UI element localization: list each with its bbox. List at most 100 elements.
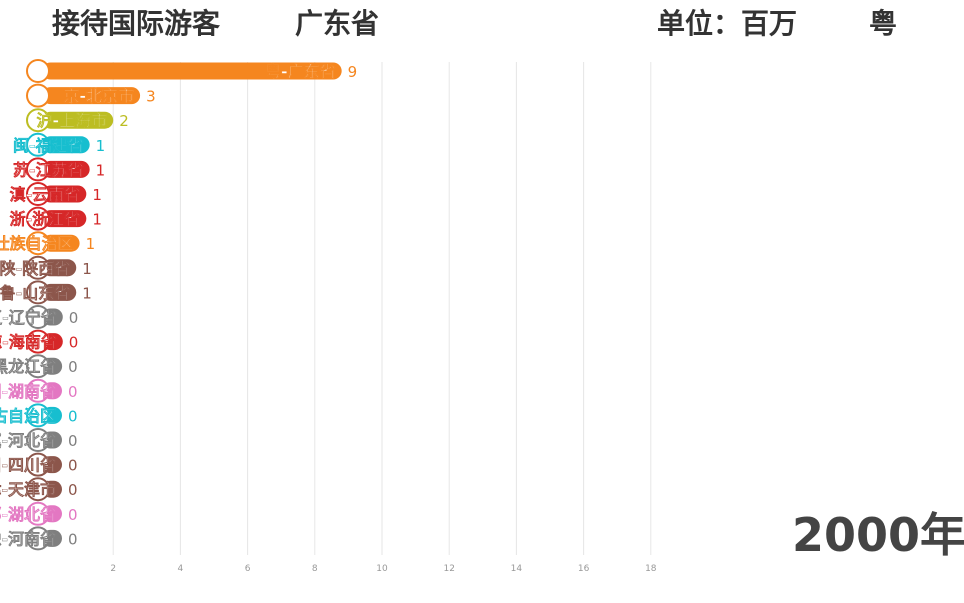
bar bbox=[42, 111, 114, 129]
bar-value-label: 1 bbox=[92, 211, 102, 229]
bar-circle-badge bbox=[26, 108, 50, 133]
bar-value-label: 0 bbox=[68, 457, 78, 475]
bar-circle-badge bbox=[26, 182, 50, 206]
bar-category-label: 琼-海南省 bbox=[0, 333, 57, 352]
bar bbox=[42, 210, 87, 228]
chart-subtitle: 广东省 bbox=[295, 7, 380, 40]
bar-value-label: 0 bbox=[69, 309, 79, 327]
bar-value-label: 0 bbox=[68, 407, 78, 425]
x-tick-label: 18 bbox=[645, 564, 657, 574]
x-tick-label: 8 bbox=[312, 564, 318, 574]
bar-category-label: 沪-上海市 bbox=[37, 111, 108, 130]
bar-category-label: 滇-云南省 bbox=[10, 185, 81, 204]
bar-value-label: 1 bbox=[92, 186, 102, 204]
bar-row: 鄂-湖北省 0 bbox=[0, 501, 78, 526]
bar-category-label: 川-四川省 bbox=[0, 456, 56, 475]
bar bbox=[42, 160, 90, 178]
bar-row: 琼-海南省 0 bbox=[0, 329, 79, 354]
bar-value-label: 1 bbox=[82, 284, 92, 302]
bar-category-label: 桂-广西壮族自治区 bbox=[0, 234, 74, 253]
bar-category-label: 陕-陕西省 bbox=[0, 259, 70, 278]
bar bbox=[42, 234, 80, 252]
bar-circle-badge bbox=[26, 231, 50, 256]
bar-value-label: 0 bbox=[68, 506, 78, 524]
bar bbox=[42, 87, 141, 105]
year-label: 2000年 bbox=[792, 508, 964, 562]
bar-value-label: 0 bbox=[68, 481, 78, 499]
bar-row: 湘-湖南省 0 bbox=[0, 378, 78, 403]
bar-circle-badge bbox=[26, 83, 50, 108]
bar-circle-badge bbox=[26, 403, 50, 428]
x-tick-label: 14 bbox=[511, 564, 523, 574]
bar-category-label: 冀-河北省 bbox=[0, 431, 56, 450]
bar bbox=[42, 259, 77, 277]
bar-value-label: 1 bbox=[86, 235, 96, 253]
bar-circle-badge bbox=[26, 255, 50, 280]
bar-row: 苏-江苏省 1 bbox=[13, 157, 106, 182]
chart-title: 接待国际游客 bbox=[52, 7, 221, 40]
bar-category-label: 粤-广东省 bbox=[265, 62, 336, 81]
bar-circle-badge bbox=[26, 206, 50, 231]
bar-circle-badge bbox=[26, 305, 50, 329]
bar-category-label: 蒙-内蒙古自治区 bbox=[0, 406, 56, 425]
bar-row: 蒙-内蒙古自治区 0 bbox=[0, 403, 78, 428]
bar-value-label: 0 bbox=[69, 334, 79, 352]
bar-value-label: 0 bbox=[68, 530, 78, 548]
bar-circle-badge bbox=[26, 477, 50, 502]
bar-row: 鲁-山东省 1 bbox=[0, 280, 92, 305]
bar bbox=[42, 62, 342, 80]
bar bbox=[42, 136, 90, 154]
bar-row: 粤-广东省 9 bbox=[26, 59, 358, 83]
bar-circle-badge bbox=[26, 428, 50, 452]
bar-category-label: 鄂-湖北省 bbox=[0, 505, 56, 524]
bar-row: 豫-河南省 0 bbox=[0, 526, 78, 551]
bar-row: 辽-辽宁省 0 bbox=[0, 305, 79, 329]
x-tick-label: 10 bbox=[376, 564, 388, 574]
bar-category-label: 鲁-山东省 bbox=[0, 283, 70, 302]
bar-category-label: 浙-浙江省 bbox=[10, 210, 81, 229]
bar-row: 浙-浙江省 1 bbox=[9, 206, 102, 231]
current-region-abbr: 粤 bbox=[869, 7, 898, 40]
bar-row: 黑-黑龙江省 0 bbox=[0, 354, 78, 379]
bar-row: 沪-上海市 2 bbox=[26, 108, 129, 133]
x-tick-label: 16 bbox=[578, 564, 590, 574]
bar-circle-badge bbox=[26, 329, 50, 354]
bar-value-label: 9 bbox=[348, 63, 358, 81]
bar-circle-badge bbox=[26, 132, 50, 157]
grid-lines bbox=[112, 62, 652, 555]
bar-circle-badge bbox=[26, 501, 50, 526]
bar-category-label: 闽-福建省 bbox=[13, 136, 84, 155]
x-tick-label: 6 bbox=[245, 564, 251, 574]
bar-row: 津-天津市 0 bbox=[0, 477, 78, 502]
bar-row: 京-北京市 3 bbox=[26, 83, 156, 108]
bar-circle-badge bbox=[26, 157, 50, 182]
bar-category-label: 辽-辽宁省 bbox=[0, 308, 57, 327]
bar-category-label: 湘-湖南省 bbox=[0, 382, 56, 401]
bar bbox=[42, 283, 77, 301]
bar-row: 陕-陕西省 1 bbox=[0, 255, 92, 280]
bar-row: 闽-福建省 1 bbox=[13, 132, 106, 157]
x-tick-label: 12 bbox=[443, 564, 454, 574]
bar-value-label: 2 bbox=[119, 112, 129, 130]
bar-value-label: 0 bbox=[68, 383, 78, 401]
bar-value-label: 0 bbox=[68, 432, 78, 450]
bar-category-label: 黑-黑龙江省 bbox=[0, 357, 56, 376]
bar-value-label: 1 bbox=[96, 137, 106, 155]
bar-category-label: 津-天津市 bbox=[0, 480, 56, 499]
bar-value-label: 1 bbox=[96, 161, 106, 179]
unit-label: 单位：百万 bbox=[657, 7, 798, 40]
bar-circle-badge bbox=[26, 354, 50, 379]
bar-row: 冀-河北省 0 bbox=[0, 428, 78, 452]
bar-value-label: 1 bbox=[82, 260, 92, 278]
bar-row: 滇-云南省 1 bbox=[9, 182, 102, 206]
bar-circle-badge bbox=[26, 526, 50, 551]
x-tick-label: 4 bbox=[178, 564, 184, 574]
bar-category-label: 京-北京市 bbox=[63, 87, 134, 106]
bars: 粤-广东省 9京-北京市 3沪-上海市 2闽-福建省 1苏-江苏省 1滇-云南省 1浙-浙江… bbox=[0, 59, 358, 551]
bar-circle-badge bbox=[26, 59, 50, 83]
bar-row: 桂-广西壮族自治区 1 bbox=[0, 231, 96, 256]
x-tick-label: 2 bbox=[110, 564, 116, 574]
bar-category-label: 豫-河南省 bbox=[0, 529, 56, 548]
